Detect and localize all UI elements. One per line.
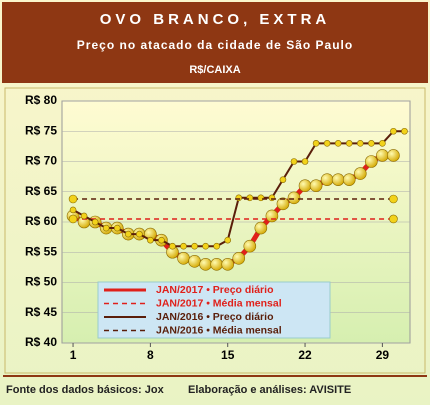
point xyxy=(68,194,78,204)
point xyxy=(113,224,121,232)
y-tick-label: R$ 45 xyxy=(25,305,57,319)
point xyxy=(276,197,290,211)
header xyxy=(2,2,428,83)
point xyxy=(257,194,265,202)
point xyxy=(69,206,77,214)
point xyxy=(389,214,398,224)
y-tick-label: R$ 65 xyxy=(25,184,57,198)
point xyxy=(287,191,301,205)
point xyxy=(232,251,246,265)
x-tick-label: 8 xyxy=(147,348,154,362)
point xyxy=(268,194,276,202)
point xyxy=(331,173,345,186)
legend-label: JAN/2016 • Preço diário xyxy=(156,311,273,323)
point xyxy=(312,140,320,147)
x-tick-label: 1 xyxy=(70,348,77,362)
point xyxy=(401,127,408,135)
point xyxy=(188,255,201,268)
y-tick-label: R$ 40 xyxy=(25,335,57,349)
point xyxy=(68,214,78,224)
point xyxy=(365,155,378,168)
chart-frame xyxy=(4,87,426,374)
point xyxy=(80,212,88,220)
x-tick-label: 29 xyxy=(376,348,390,362)
legend-label: JAN/2016 • Média mensal xyxy=(156,324,282,336)
point xyxy=(158,236,165,244)
unit: R$/CAIXA xyxy=(189,64,240,76)
point xyxy=(265,209,279,223)
point xyxy=(124,230,132,238)
x-tick-label: 15 xyxy=(221,348,235,362)
point xyxy=(368,140,375,147)
point xyxy=(356,140,364,147)
point xyxy=(169,242,176,250)
point xyxy=(147,236,154,244)
point xyxy=(254,221,268,235)
title: OVO BRANCO, EXTRA xyxy=(100,11,331,28)
point xyxy=(301,158,309,165)
y-tick-label: R$ 50 xyxy=(25,275,57,289)
point xyxy=(353,167,367,180)
source: Fonte dos dados básicos: Jox xyxy=(6,384,165,396)
point xyxy=(202,242,209,250)
y-tick-label: R$ 80 xyxy=(25,93,57,107)
point xyxy=(298,179,312,192)
point xyxy=(342,173,356,186)
y-tick-label: R$ 70 xyxy=(25,154,57,168)
point xyxy=(243,239,257,253)
legend-label: JAN/2017 • Preço diário xyxy=(156,284,273,296)
point xyxy=(213,242,220,250)
point xyxy=(102,224,110,232)
credit: Elaboração e análises: AVISITE xyxy=(188,384,351,396)
point xyxy=(136,230,143,238)
point xyxy=(345,140,353,147)
point xyxy=(376,149,389,162)
point xyxy=(246,194,254,202)
point xyxy=(221,258,235,271)
y-tick-label: R$ 55 xyxy=(25,244,57,258)
point xyxy=(199,258,212,271)
subtitle: Preço no atacado da cidade de São Paulo xyxy=(77,38,353,52)
point xyxy=(390,127,397,135)
point xyxy=(180,242,187,250)
y-tick-label: R$ 60 xyxy=(25,214,57,228)
point xyxy=(389,194,398,204)
x-tick-label: 22 xyxy=(298,348,312,362)
point xyxy=(323,140,331,147)
point xyxy=(290,158,298,165)
point xyxy=(279,176,287,183)
point xyxy=(334,140,342,147)
point xyxy=(320,173,334,186)
legend-label: JAN/2017 • Média mensal xyxy=(156,297,282,309)
point xyxy=(91,218,99,226)
point xyxy=(224,236,232,244)
point xyxy=(309,179,323,192)
point xyxy=(191,242,198,250)
point xyxy=(379,140,386,147)
point xyxy=(235,194,243,202)
point xyxy=(210,258,223,271)
point xyxy=(177,251,190,265)
point xyxy=(387,149,400,162)
y-tick-label: R$ 75 xyxy=(25,123,57,137)
